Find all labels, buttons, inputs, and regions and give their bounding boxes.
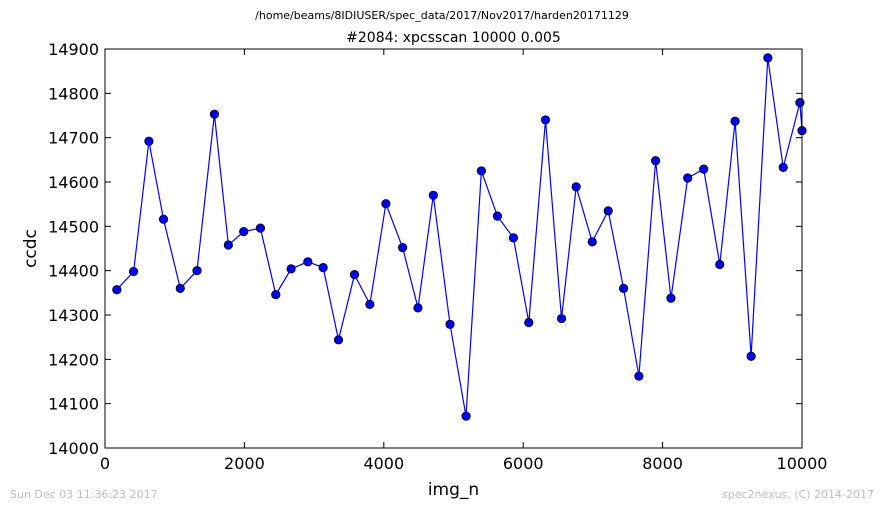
data-point (746, 351, 756, 361)
data-point (271, 290, 281, 300)
data-point (634, 371, 644, 381)
data-point (381, 199, 391, 209)
x-tick-label: 4000 (363, 454, 404, 473)
data-point (492, 211, 503, 221)
data-point (428, 190, 438, 200)
footer-timestamp: Sun Dec 03 11:36:23 2017 (10, 488, 158, 501)
y-tick-label: 14000 (48, 439, 99, 458)
data-point (349, 270, 360, 280)
data-point (413, 303, 423, 313)
x-tick-label: 6000 (503, 454, 544, 473)
y-axis-label: ccdc (21, 229, 41, 268)
data-point (144, 136, 154, 146)
data-point (365, 299, 375, 309)
data-point (476, 166, 486, 176)
x-tick-label: 0 (100, 454, 110, 473)
y-tick-label: 14800 (48, 84, 99, 103)
data-point (508, 233, 519, 243)
data-point (158, 214, 169, 224)
data-point (715, 259, 725, 270)
data-point (571, 182, 581, 192)
data-point (175, 283, 185, 293)
x-tick-label: 2000 (224, 454, 265, 473)
y-tick-label: 14600 (48, 173, 99, 192)
y-tick-label: 14400 (48, 262, 99, 281)
data-point (603, 206, 613, 216)
data-point (209, 109, 220, 119)
data-point (666, 293, 676, 303)
data-point (651, 156, 661, 166)
y-tick-label: 14500 (48, 217, 99, 236)
series-line (116, 57, 802, 417)
plot-frame (104, 48, 803, 449)
data-point (398, 243, 408, 253)
y-tick-label: 14100 (48, 395, 99, 414)
data-point (239, 227, 249, 237)
data-point (618, 283, 629, 293)
axes: 0 2000 4000 6000 8000 10000 14000 14100 14200 143… (48, 40, 827, 473)
data-point (128, 266, 139, 277)
data-point (524, 317, 534, 328)
data-point (333, 335, 344, 345)
chart-title: #2084: xpcsscan 10000 0.005 (346, 30, 561, 46)
y-tick-label: 14900 (48, 40, 99, 59)
footer-credit: spec2nexus, (C) 2014-2017 (722, 488, 874, 501)
series-ccdc (112, 53, 807, 421)
data-point (795, 98, 805, 108)
data-point (556, 313, 567, 324)
data-point (445, 319, 455, 329)
x-axis-label: img_n (428, 480, 479, 500)
data-point (192, 266, 202, 276)
data-point (778, 162, 788, 172)
data-point (223, 240, 233, 250)
data-point (699, 164, 709, 174)
x-tick-label: 10000 (777, 454, 828, 473)
data-point (730, 116, 740, 126)
data-point (303, 257, 313, 267)
y-tick-label: 14700 (48, 129, 99, 148)
data-point (286, 264, 296, 274)
data-point (763, 53, 773, 63)
data-point (461, 411, 471, 421)
data-point (683, 173, 693, 183)
data-point (587, 237, 597, 247)
file-path-title: /home/beams/8IDIUSER/spec_data/2017/Nov2… (255, 9, 629, 22)
data-point (255, 223, 266, 233)
data-point (112, 285, 122, 295)
y-tick-label: 14200 (48, 350, 99, 369)
data-point (540, 115, 551, 125)
x-tick-label: 8000 (642, 454, 683, 473)
data-point (318, 262, 328, 273)
y-tick-label: 14300 (48, 306, 99, 325)
